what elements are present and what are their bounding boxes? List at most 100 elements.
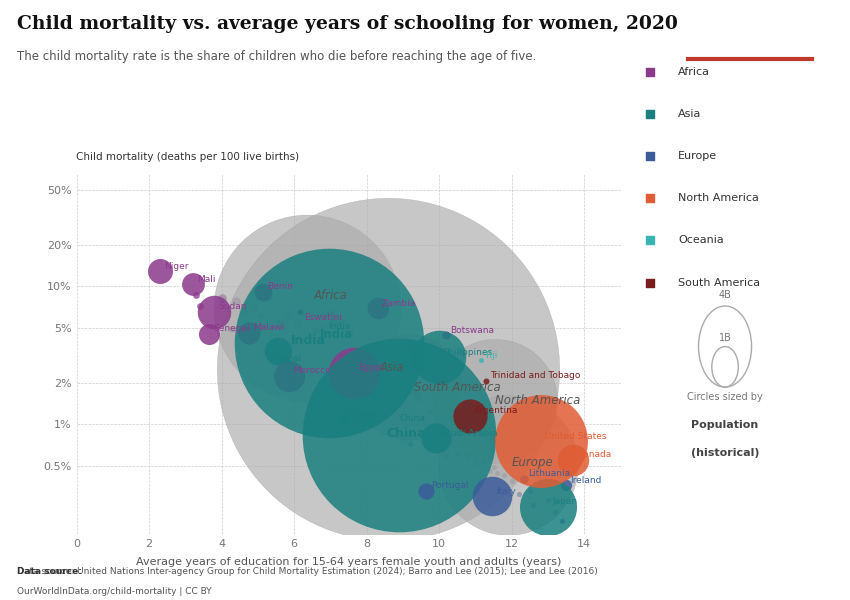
Point — [428, 433, 442, 443]
Point — [292, 307, 306, 317]
Point — [202, 329, 216, 339]
Text: Ireland: Ireland — [570, 476, 602, 485]
Text: Canada: Canada — [577, 450, 612, 459]
Point — [242, 328, 256, 338]
Text: Trinidad and Tobago: Trinidad and Tobago — [490, 371, 581, 380]
Point — [247, 303, 261, 313]
Text: Italy: Italy — [496, 487, 516, 496]
Point — [393, 431, 406, 440]
Text: India: India — [292, 334, 326, 347]
Point — [541, 502, 555, 512]
Point — [396, 375, 410, 385]
Text: Philippines: Philippines — [444, 347, 492, 356]
Text: Asia: Asia — [379, 361, 404, 374]
Point — [153, 266, 167, 276]
Text: Morocco: Morocco — [293, 366, 331, 375]
Point — [447, 406, 461, 416]
Point — [207, 307, 221, 317]
Point — [527, 500, 541, 510]
Point — [364, 343, 377, 352]
Point — [462, 451, 475, 461]
Point — [411, 389, 424, 399]
Point — [439, 452, 453, 461]
Point — [439, 331, 453, 340]
Text: North America: North America — [678, 193, 759, 203]
Point — [479, 376, 493, 386]
Point — [378, 352, 392, 361]
Text: Lithuania: Lithuania — [529, 469, 570, 478]
Text: Malawi: Malawi — [253, 323, 284, 332]
Point — [309, 325, 323, 335]
Point — [342, 328, 355, 338]
Point — [411, 393, 424, 403]
Point — [382, 364, 395, 374]
Point — [489, 396, 502, 406]
Point — [337, 416, 350, 426]
Text: Argentina: Argentina — [474, 406, 518, 415]
Point — [334, 316, 348, 326]
Text: Botswana: Botswana — [450, 326, 495, 335]
Point — [463, 411, 477, 421]
Text: in Data: in Data — [728, 41, 772, 51]
Text: (historical): (historical) — [691, 448, 759, 458]
Point — [354, 356, 368, 365]
Text: Sudan: Sudan — [218, 302, 247, 311]
Point — [273, 317, 286, 327]
Point — [447, 403, 461, 412]
Point — [225, 324, 239, 334]
Text: Our World: Our World — [720, 23, 779, 32]
Text: China: China — [400, 415, 425, 424]
Point — [433, 353, 446, 362]
Point — [255, 310, 269, 320]
Text: Circles sized by: Circles sized by — [687, 392, 763, 401]
Text: India: India — [329, 322, 351, 331]
Text: Child mortality vs. average years of schooling for women, 2020: Child mortality vs. average years of sch… — [17, 15, 677, 33]
Point — [280, 311, 293, 320]
Point — [230, 296, 243, 306]
Point — [485, 491, 499, 501]
Point — [193, 301, 207, 311]
Point — [300, 303, 314, 313]
Point — [548, 508, 562, 517]
Point — [282, 371, 296, 380]
Point — [324, 307, 337, 317]
Text: China: China — [387, 427, 426, 440]
Point — [371, 304, 384, 313]
Point — [513, 490, 526, 499]
Text: Portugal: Portugal — [431, 481, 468, 490]
Text: Egypt: Egypt — [358, 363, 384, 372]
Point — [236, 306, 250, 316]
Point — [423, 407, 437, 417]
Text: Africa: Africa — [314, 289, 348, 302]
Point — [405, 386, 419, 395]
Point — [420, 486, 434, 496]
Text: Fiji: Fiji — [485, 350, 497, 359]
X-axis label: Average years of education for 15-64 years female youth and adults (years): Average years of education for 15-64 yea… — [136, 557, 561, 567]
Point — [418, 371, 432, 380]
Point — [418, 419, 432, 429]
Text: South America: South America — [414, 381, 501, 394]
Point — [468, 458, 482, 468]
Text: United States: United States — [545, 431, 606, 440]
Point — [541, 496, 555, 505]
Point — [523, 486, 536, 496]
Text: Senegal: Senegal — [213, 324, 250, 333]
Text: South America: South America — [678, 278, 760, 287]
Text: Mali: Mali — [196, 275, 215, 284]
Point — [436, 383, 450, 392]
Text: Data source:: Data source: — [17, 567, 82, 576]
Point — [360, 391, 373, 401]
Point — [476, 457, 490, 467]
Text: Kuwait: Kuwait — [348, 412, 377, 421]
Point — [534, 481, 547, 490]
Point — [474, 356, 488, 365]
Point — [401, 383, 415, 392]
Point — [559, 481, 573, 490]
Point — [404, 439, 417, 449]
Point — [490, 469, 504, 478]
Text: Africa: Africa — [678, 67, 710, 77]
Text: 1B: 1B — [718, 334, 732, 343]
Text: Europe: Europe — [678, 151, 717, 161]
Text: Population: Population — [691, 419, 759, 430]
Point — [190, 290, 203, 299]
